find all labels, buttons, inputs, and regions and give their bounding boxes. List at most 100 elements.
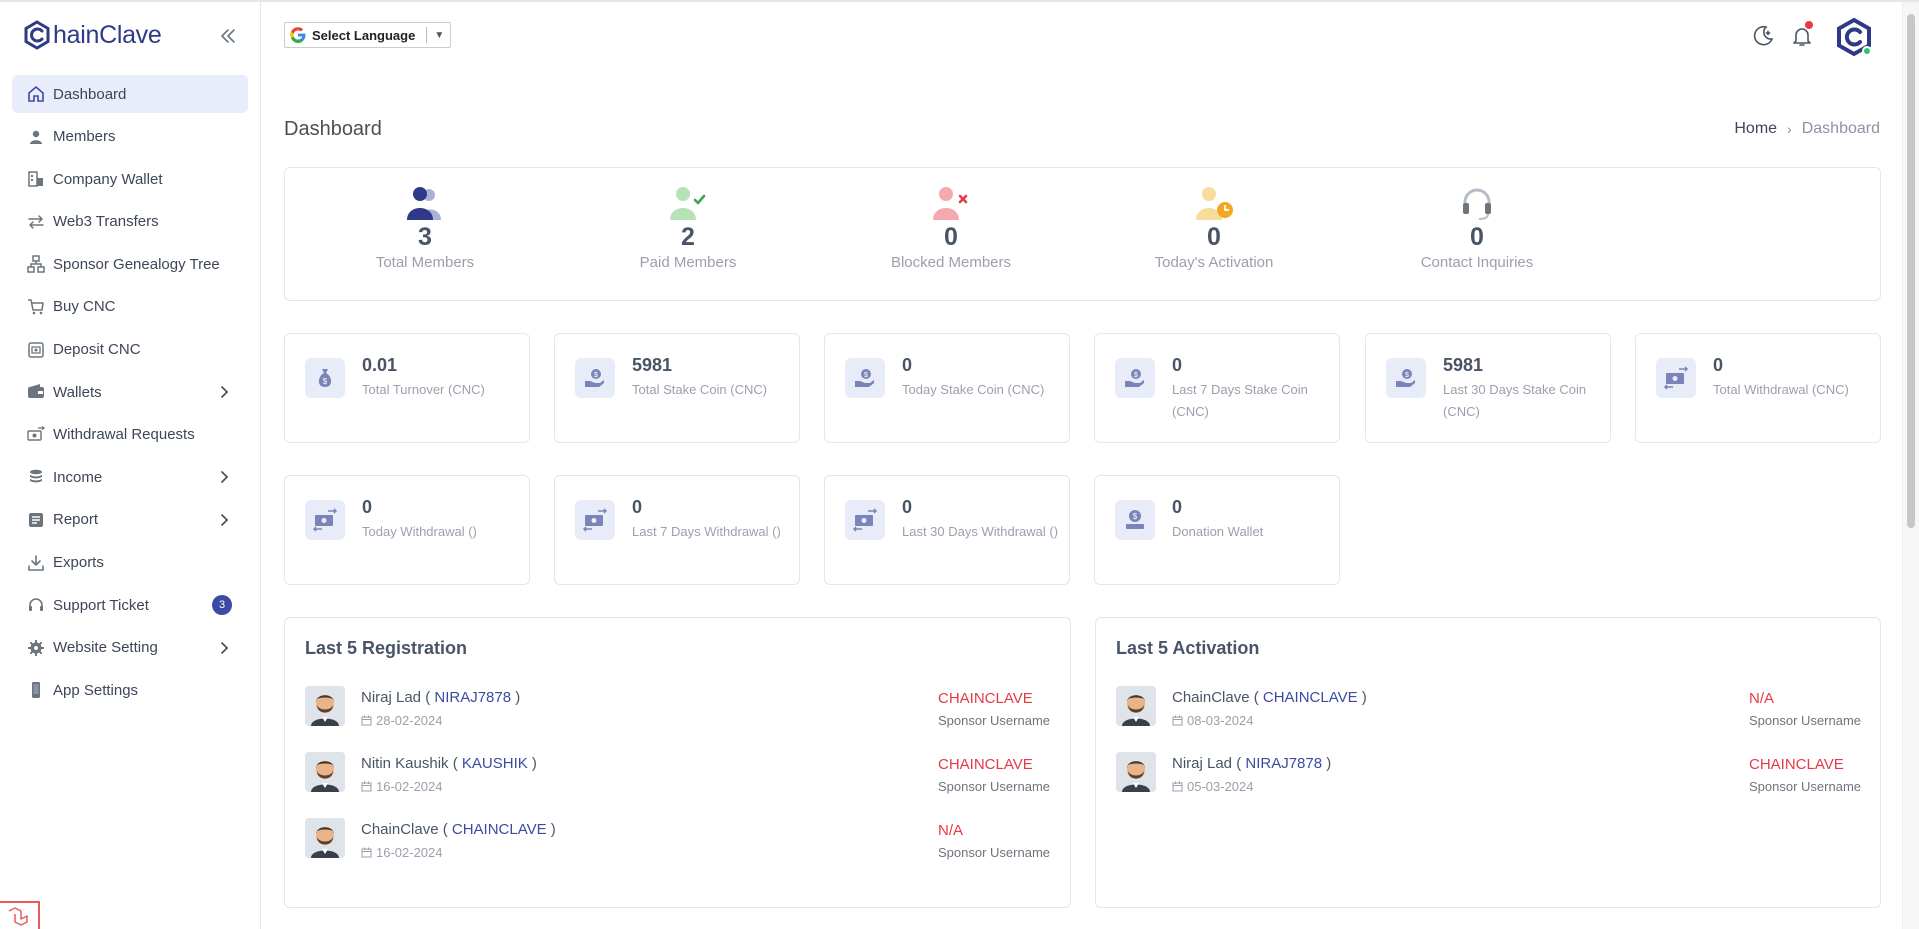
sidebar-item-deposit-cnc[interactable]: Deposit CNC [12,331,248,369]
sidebar-item-dashboard[interactable]: Dashboard [12,75,248,113]
calendar-icon [361,781,372,792]
sidebar-item-label: Deposit CNC [53,341,141,359]
registration-row[interactable]: ChainClave ( CHAINCLAVE ) 16-02-2024 N/A… [305,818,1050,868]
users-group-icon [407,187,441,220]
card-last-30-days-withdrawal[interactable]: 0 Last 30 Days Withdrawal () [824,475,1070,585]
framework-logo[interactable] [0,901,40,929]
building-icon [28,171,43,187]
chevron-right-icon [221,471,229,484]
sponsor-info: CHAINCLAVE Sponsor Username [938,690,1050,728]
cart-icon [28,299,44,315]
card-value: 5981 [1443,355,1484,375]
sponsor-username: CHAINCLAVE [938,756,1033,773]
sidebar-item-label: Website Setting [53,639,158,657]
sidebar-item-members[interactable]: Members [12,118,248,156]
sidebar-item-label: Wallets [53,383,102,401]
card-value: 0 [1713,355,1724,375]
sidebar-item-label: Support Ticket [53,596,149,614]
sponsor-info: CHAINCLAVE Sponsor Username [1749,756,1861,794]
card-total-stake-coin[interactable]: $ 5981 Total Stake Coin (CNC) [554,333,800,443]
breadcrumb-current: Dashboard [1801,120,1880,137]
sidebar-item-exports[interactable]: Exports [12,544,248,582]
cash-transfer-icon [1656,358,1696,398]
sidebar-item-label: Members [53,128,116,146]
sidebar-item-label: Withdrawal Requests [53,426,195,444]
section-title: Last 5 Activation [1116,638,1260,658]
stat-total-members[interactable]: 3 Total Members [335,186,515,271]
member-display-name: Niraj Lad [1172,755,1233,772]
registration-row[interactable]: Niraj Lad ( NIRAJ7878 ) 28-02-2024 CHAIN… [305,686,1050,736]
card-value: 0 [1172,497,1183,517]
sponsor-username: N/A [1749,690,1775,707]
card-donation-wallet[interactable]: $ 0 Donation Wallet [1094,475,1340,585]
svg-text:$: $ [594,372,598,379]
sidebar-nav: Dashboard Members Company Wallet Web3 Tr… [12,75,248,714]
cash-transfer-icon [305,500,345,540]
sidebar-item-sponsor-genealogy-tree[interactable]: Sponsor Genealogy Tree [12,245,248,283]
sidebar-item-income[interactable]: Income [12,458,248,496]
sidebar-item-app-settings[interactable]: App Settings [12,671,248,709]
card-total-turnover[interactable]: $ 0.01 Total Turnover (CNC) [284,333,530,443]
stat-paid-members[interactable]: 2 Paid Members [598,186,778,271]
bell-icon[interactable] [1790,24,1814,48]
language-select-divider [426,27,428,43]
sidebar-item-company-wallet[interactable]: Company Wallet [12,160,248,198]
card-total-withdrawal[interactable]: 0 Total Withdrawal (CNC) [1635,333,1881,443]
scrollbar-thumb[interactable] [1907,14,1915,528]
member-username: NIRAJ7878 [1245,755,1323,772]
sidebar-item-buy-cnc[interactable]: Buy CNC [12,288,248,326]
chainclave-logo-icon [24,20,50,50]
card-label: Last 7 Days Stake Coin (CNC) [1172,382,1308,419]
card-last-30-days-stake-coin[interactable]: $ 5981 Last 30 Days Stake Coin (CNC) [1365,333,1611,443]
dark-mode-moon-icon[interactable] [1751,24,1775,48]
card-today-withdrawal[interactable]: 0 Today Withdrawal () [284,475,530,585]
withdraw-icon [27,425,45,441]
sidebar-item-withdrawal-requests[interactable]: Withdrawal Requests [12,416,248,454]
sidebar-item-label: Income [53,468,103,486]
sidebar-item-label: App Settings [53,681,139,699]
card-value: 0.01 [362,355,398,375]
card-value: 0 [1172,355,1183,375]
chevron-right-icon [221,641,229,654]
registration-row[interactable]: Nitin Kaushik ( KAUSHIK ) 16-02-2024 CHA… [305,752,1050,802]
stat-label: Today's Activation [1154,254,1274,271]
language-select[interactable]: Select Language ▼ [284,22,452,48]
card-last-7-days-withdrawal[interactable]: 0 Last 7 Days Withdrawal () [554,475,800,585]
sidebar-item-web3-transfers[interactable]: Web3 Transfers [12,203,248,241]
card-value: 0 [362,497,373,517]
stat-contact-inquiries[interactable]: 0 Contact Inquiries [1387,186,1567,271]
cash-transfer-icon [575,500,615,540]
card-label: Total Stake Coin (CNC) [632,382,768,397]
breadcrumb-home-link[interactable]: Home [1734,120,1778,137]
sidebar-item-website-setting[interactable]: Website Setting [12,629,248,667]
stat-label: Total Members [375,254,475,271]
activation-row[interactable]: Niraj Lad ( NIRAJ7878 ) 05-03-2024 CHAIN… [1116,752,1861,802]
card-last-7-days-stake-coin[interactable]: $ 0 Last 7 Days Stake Coin (CNC) [1094,333,1340,443]
coins-icon [30,470,42,483]
page-scrollbar[interactable] [1902,2,1919,929]
calendar-icon [1172,781,1183,792]
sponsor-label: Sponsor Username [1749,779,1861,794]
money-bag-icon: $ [305,358,345,398]
member-name: Niraj Lad ( NIRAJ7878 ) [361,689,521,706]
home-icon [28,85,44,102]
breadcrumb: Home › Dashboard [1734,120,1880,138]
user-avatar[interactable] [1834,17,1874,57]
stat-todays-activation[interactable]: 0 Today's Activation [1124,186,1304,271]
deposit-icon [28,341,44,358]
headset-icon [1463,188,1491,220]
brand-logo[interactable]: hainClave [22,20,162,50]
sponsor-info: N/A Sponsor Username [1749,690,1861,728]
svg-text:$: $ [864,372,868,379]
gear-icon [28,639,44,656]
sidebar-item-report[interactable]: Report [12,501,248,539]
sidebar-item-support-ticket[interactable]: Support Ticket 3 [12,586,248,624]
section-title: Last 5 Registration [305,638,468,658]
stat-blocked-members[interactable]: 0 Blocked Members [861,186,1041,271]
chevron-down-icon: ▼ [434,29,445,41]
collapse-sidebar-icon[interactable] [218,26,238,46]
sidebar-item-wallets[interactable]: Wallets [12,373,248,411]
activation-row[interactable]: ChainClave ( CHAINCLAVE ) 08-03-2024 N/A… [1116,686,1861,736]
card-today-stake-coin[interactable]: $ 0 Today Stake Coin (CNC) [824,333,1070,443]
calendar-icon [1172,715,1183,726]
